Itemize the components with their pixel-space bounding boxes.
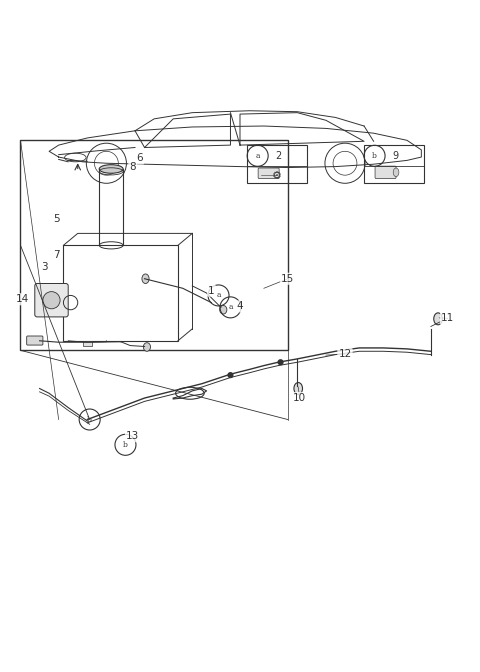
FancyBboxPatch shape <box>83 341 92 345</box>
Circle shape <box>43 292 60 309</box>
Text: 8: 8 <box>129 161 136 171</box>
Text: 13: 13 <box>126 431 139 442</box>
Text: 10: 10 <box>293 393 306 403</box>
Circle shape <box>228 373 233 378</box>
Text: 6: 6 <box>136 153 143 163</box>
Circle shape <box>278 360 283 365</box>
Text: 4: 4 <box>237 302 243 311</box>
Text: 11: 11 <box>441 313 454 323</box>
Text: 1: 1 <box>208 286 215 296</box>
Text: 14: 14 <box>16 294 29 304</box>
Text: 9: 9 <box>392 151 398 161</box>
Ellipse shape <box>393 168 399 177</box>
Text: a: a <box>228 303 233 311</box>
Text: ⚙: ⚙ <box>272 171 282 181</box>
Ellipse shape <box>142 274 149 284</box>
Ellipse shape <box>144 343 151 351</box>
Text: 12: 12 <box>338 349 352 359</box>
Text: b: b <box>87 415 92 423</box>
FancyBboxPatch shape <box>35 284 68 317</box>
Text: a: a <box>255 152 260 160</box>
Text: b: b <box>372 152 377 160</box>
Ellipse shape <box>434 313 443 325</box>
Text: 5: 5 <box>53 214 60 224</box>
Ellipse shape <box>220 306 227 314</box>
Text: b: b <box>123 441 128 449</box>
Text: 15: 15 <box>281 274 294 284</box>
Ellipse shape <box>294 382 302 394</box>
Text: 3: 3 <box>41 262 48 271</box>
Text: a: a <box>216 292 221 300</box>
Text: 2: 2 <box>275 151 281 161</box>
FancyBboxPatch shape <box>27 336 43 345</box>
Ellipse shape <box>99 165 123 173</box>
Text: 7: 7 <box>53 250 60 260</box>
FancyBboxPatch shape <box>375 166 396 179</box>
FancyBboxPatch shape <box>258 168 279 179</box>
